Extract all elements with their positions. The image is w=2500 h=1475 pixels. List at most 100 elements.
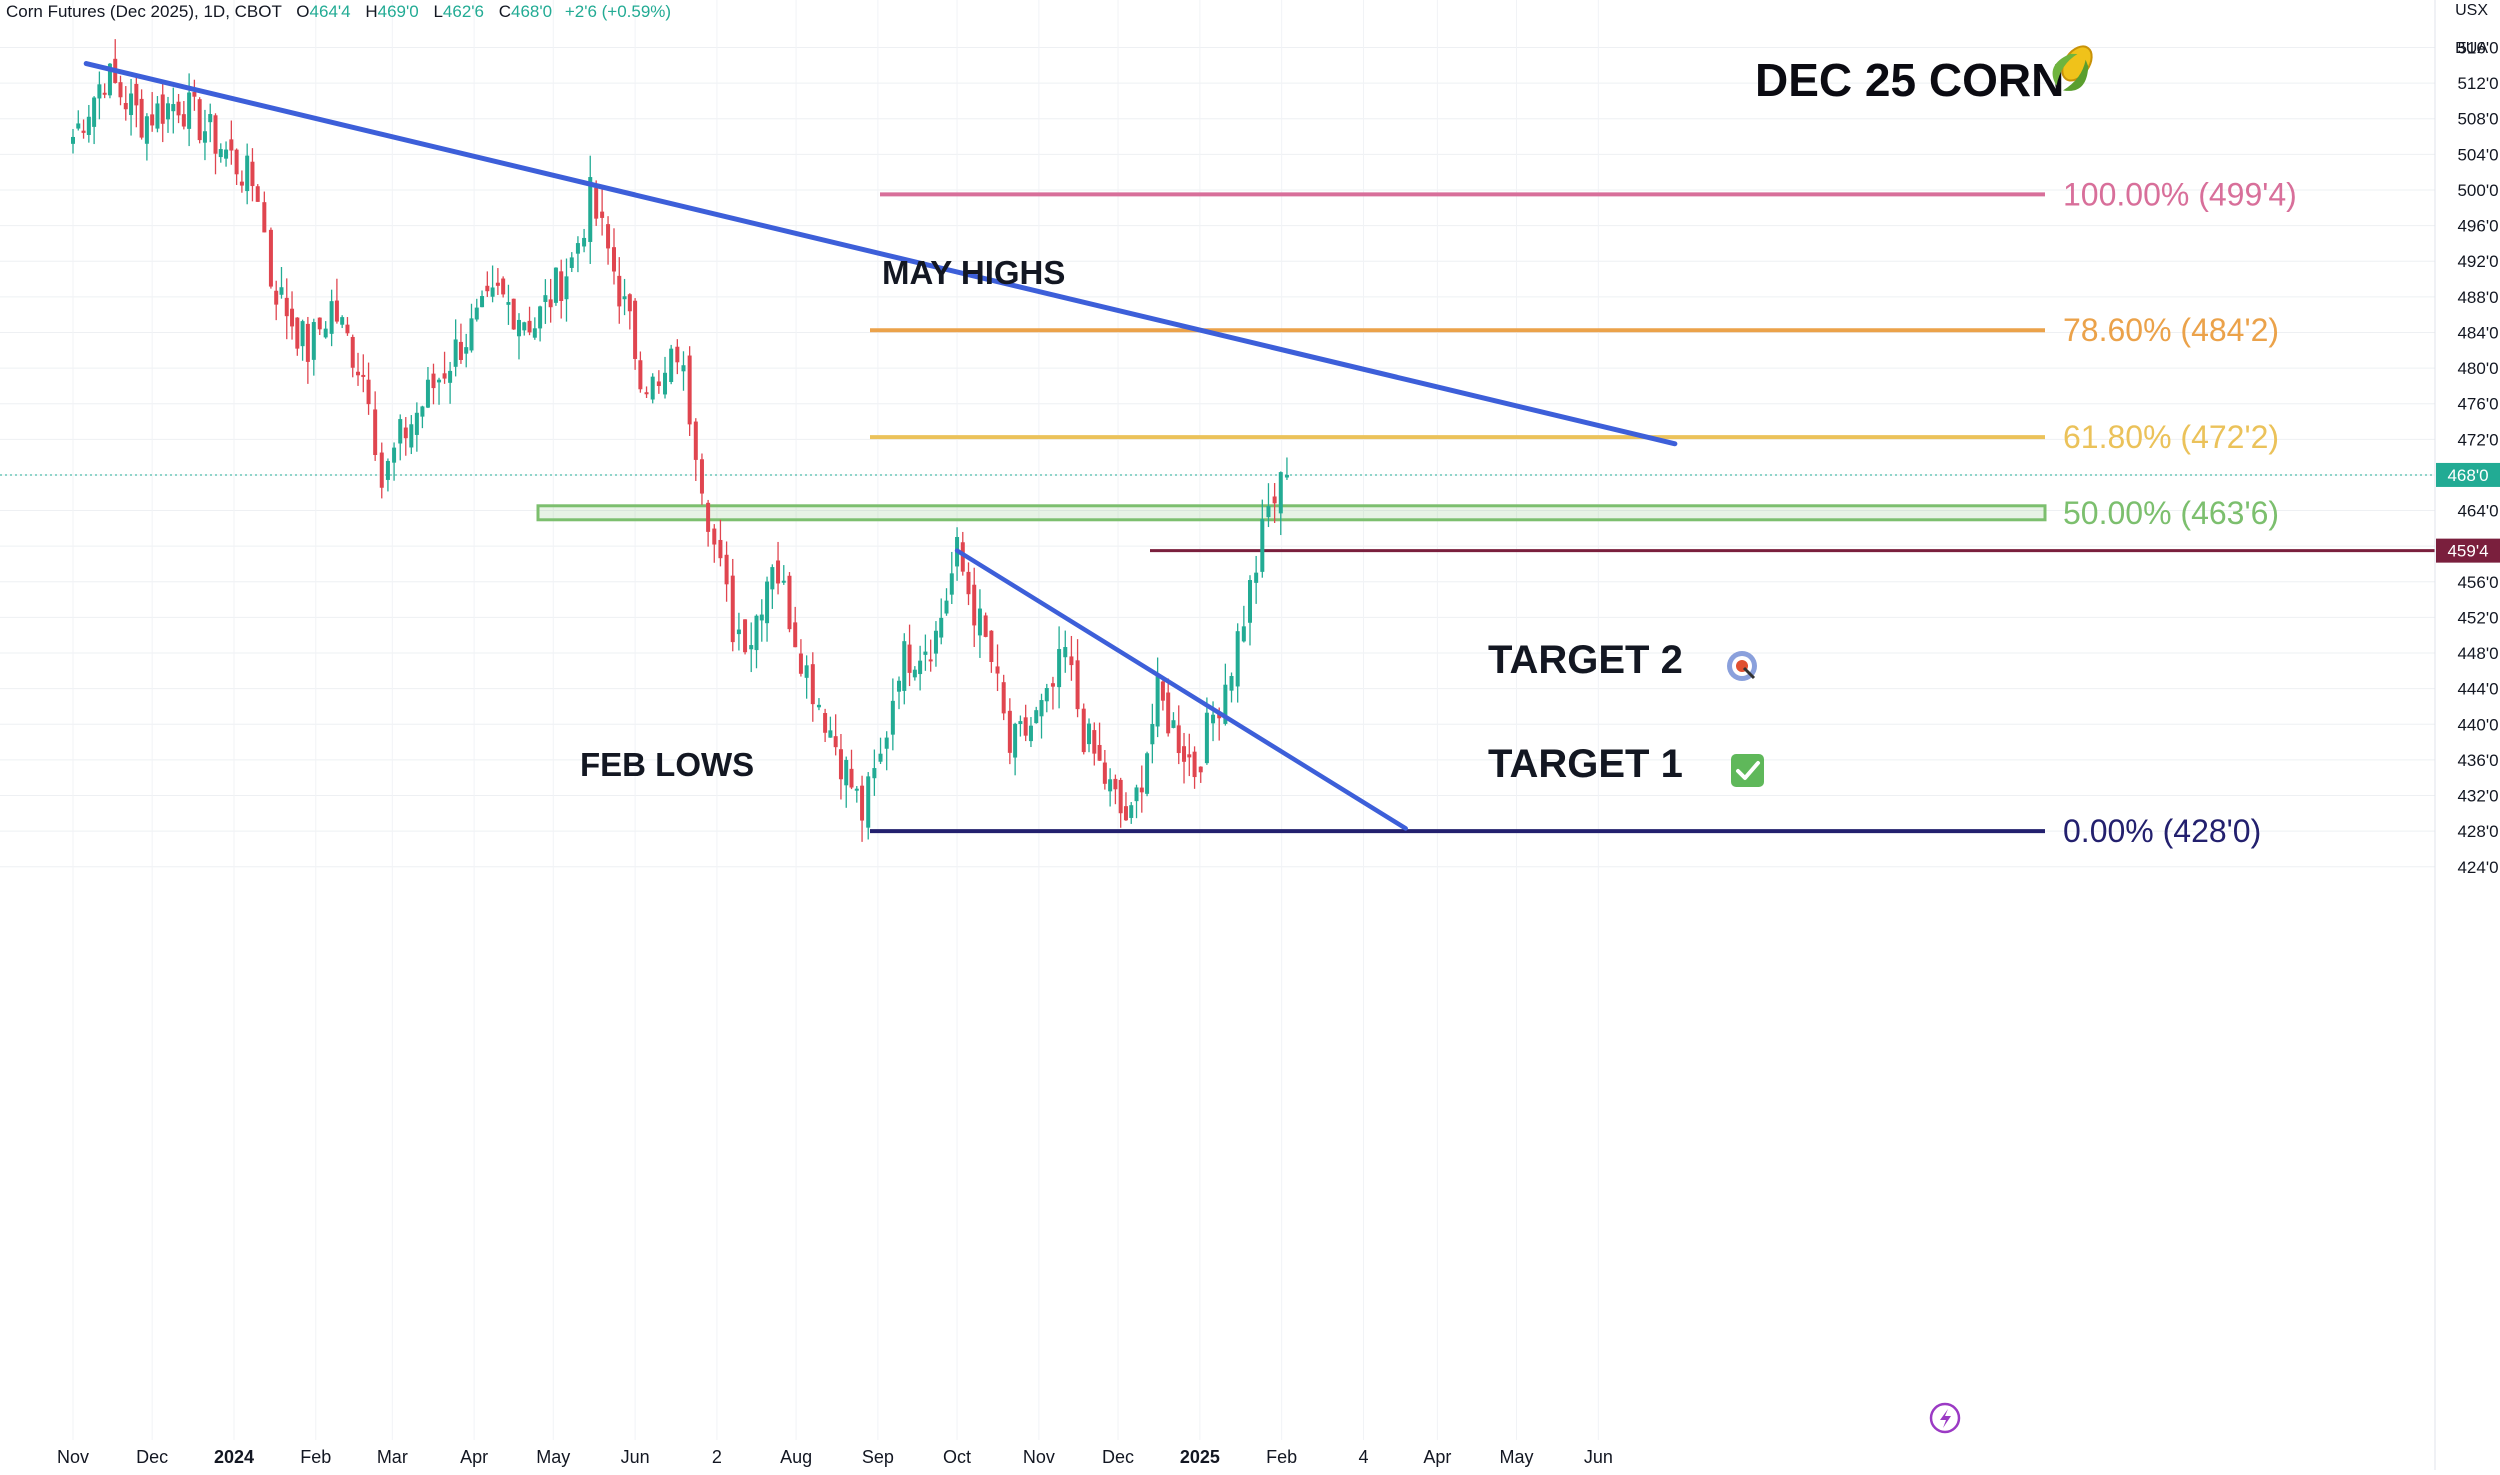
candle-body bbox=[532, 328, 537, 338]
candle-body bbox=[928, 659, 933, 662]
candle-body bbox=[617, 275, 622, 307]
candle-body bbox=[250, 161, 255, 187]
candle-body bbox=[218, 149, 223, 158]
candle-body bbox=[1254, 572, 1259, 583]
candle-body bbox=[828, 730, 833, 738]
candle-body bbox=[902, 641, 907, 691]
candle-body bbox=[730, 575, 735, 643]
y-tick-label: 432'0 bbox=[2457, 787, 2498, 806]
candle-body bbox=[1171, 720, 1176, 728]
candle-body bbox=[1155, 675, 1160, 727]
candle-body bbox=[754, 615, 759, 651]
candle-body bbox=[1039, 700, 1044, 717]
candle-body bbox=[743, 619, 748, 653]
y-tick-label: 484'0 bbox=[2457, 323, 2498, 342]
fib-level-label: 50.00% (463'6) bbox=[2063, 495, 2279, 531]
candle-body bbox=[1050, 683, 1055, 687]
candle-body bbox=[553, 267, 558, 303]
candle-body bbox=[134, 83, 139, 106]
candle-body bbox=[1176, 725, 1181, 754]
candle-body bbox=[107, 63, 112, 96]
candle-body bbox=[118, 82, 123, 98]
candle-body bbox=[949, 573, 954, 595]
candle-body bbox=[1229, 676, 1234, 691]
candle-body bbox=[176, 101, 181, 116]
candle-body bbox=[781, 580, 786, 583]
candle-body bbox=[1028, 725, 1033, 742]
candle-body bbox=[1160, 681, 1165, 701]
price-tag-text: 468'0 bbox=[2447, 466, 2488, 485]
candle-body bbox=[923, 651, 928, 655]
candle-body bbox=[989, 630, 994, 662]
trendlines bbox=[83, 61, 1678, 831]
candle-body bbox=[213, 115, 218, 154]
y-tick-label: 456'0 bbox=[2457, 573, 2498, 592]
candle-body bbox=[606, 224, 611, 249]
candle-body bbox=[706, 502, 711, 532]
candle-body bbox=[1081, 708, 1086, 753]
annotation-label: MAY HIGHS bbox=[882, 254, 1065, 291]
x-tick-label: Nov bbox=[1023, 1447, 1055, 1467]
y-tick-label: 492'0 bbox=[2457, 252, 2498, 271]
candle-body bbox=[966, 571, 971, 595]
candle-body bbox=[798, 653, 803, 674]
y-tick-label: 444'0 bbox=[2457, 680, 2498, 699]
candle-body bbox=[594, 187, 599, 219]
close-label: C bbox=[498, 2, 511, 21]
candle-body bbox=[1204, 712, 1209, 764]
candle-body bbox=[317, 317, 322, 330]
candle-body bbox=[1118, 779, 1123, 814]
x-tick-label: Feb bbox=[1266, 1447, 1297, 1467]
candle-body bbox=[1260, 519, 1265, 572]
candle-body bbox=[1087, 723, 1092, 745]
candle-body bbox=[878, 753, 883, 762]
candle-body bbox=[1134, 787, 1139, 802]
candle-body bbox=[485, 285, 490, 292]
candle-body bbox=[538, 306, 543, 329]
candle-body bbox=[1018, 721, 1023, 724]
fib-level-label: 0.00% (428'0) bbox=[2063, 813, 2261, 849]
candle-body bbox=[469, 318, 474, 351]
candle-body bbox=[1241, 626, 1246, 642]
candle-body bbox=[1182, 746, 1187, 762]
target-1-label: TARGET 1 bbox=[1488, 742, 1683, 786]
candle-body bbox=[155, 103, 160, 129]
candle-body bbox=[765, 581, 770, 624]
candle-body bbox=[972, 584, 977, 626]
candle-body bbox=[305, 323, 310, 362]
y-tick-label: 448'0 bbox=[2457, 644, 2498, 663]
candle-body bbox=[361, 374, 366, 377]
y-tick-label: 480'0 bbox=[2457, 359, 2498, 378]
candle-body bbox=[582, 237, 587, 247]
high-value: 469'0 bbox=[377, 2, 419, 21]
candle-body bbox=[522, 322, 527, 331]
candle-body bbox=[166, 103, 171, 120]
x-tick-label: Jun bbox=[1584, 1447, 1613, 1467]
candle-body bbox=[474, 307, 479, 320]
candle-body bbox=[379, 452, 384, 488]
candle-body bbox=[1198, 766, 1203, 773]
candle-body bbox=[588, 177, 593, 242]
x-tick-label: Dec bbox=[1102, 1447, 1134, 1467]
candle-body bbox=[944, 600, 949, 614]
candle-body bbox=[833, 736, 838, 748]
candle-body bbox=[425, 379, 430, 408]
candle-body bbox=[575, 243, 580, 254]
replay-bolt bbox=[1940, 1409, 1951, 1428]
corn-leaf bbox=[2052, 53, 2078, 86]
y-tick-label: 476'0 bbox=[2457, 395, 2498, 414]
fib-level-label: 100.00% (499'4) bbox=[2063, 176, 2297, 212]
candle-body bbox=[208, 114, 213, 123]
candle-body bbox=[501, 278, 506, 295]
high-label: H bbox=[365, 2, 378, 21]
y-tick-label: 512'0 bbox=[2457, 74, 2498, 93]
y-tick-label: 488'0 bbox=[2457, 288, 2498, 307]
candle-body bbox=[1123, 806, 1128, 821]
candle-body bbox=[453, 339, 458, 367]
candle-body bbox=[224, 149, 229, 159]
candle-body bbox=[323, 328, 328, 338]
candle-body bbox=[804, 665, 809, 678]
candle-body bbox=[712, 528, 717, 545]
